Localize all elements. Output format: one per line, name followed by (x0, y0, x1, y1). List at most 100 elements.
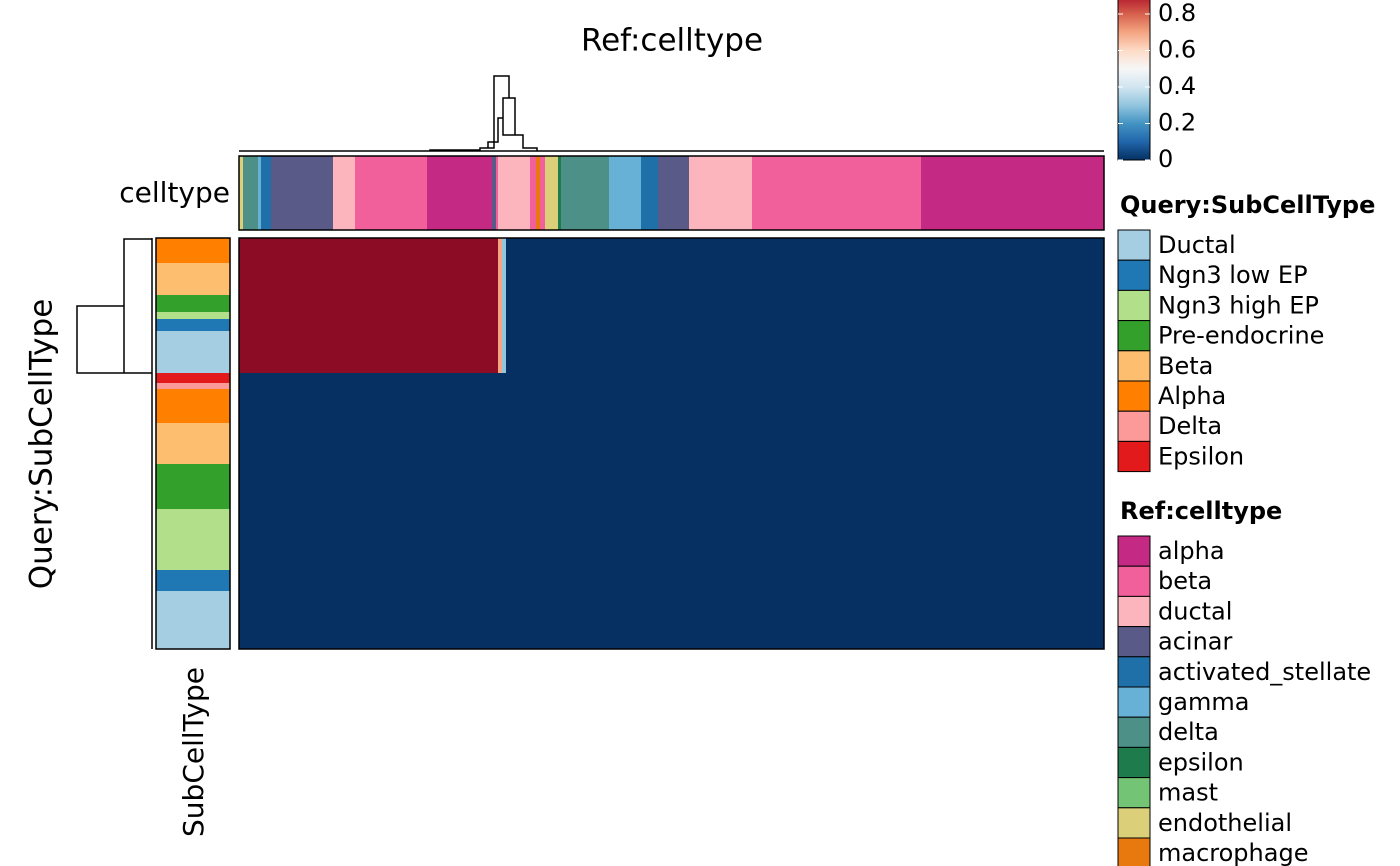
heatmap-cell (243, 312, 259, 320)
heatmap-cell (239, 263, 244, 296)
heatmap-cell (243, 389, 259, 424)
heatmap-cell (261, 263, 272, 296)
color-key-label: 0.2 (1158, 109, 1196, 137)
heatmap-cell (271, 509, 334, 571)
row-annotation-cell (156, 570, 230, 592)
heatmap-cell (658, 263, 690, 296)
row-annotation-cell (156, 319, 230, 332)
heatmap-cell (658, 295, 690, 313)
heatmap-cell (239, 238, 244, 264)
heatmap-cell (609, 263, 642, 296)
heatmap-cell (271, 389, 334, 424)
heatmap-cell (502, 591, 507, 650)
legend-label: Alpha (1158, 382, 1226, 410)
heatmap-cell (498, 331, 503, 374)
heatmap-cell (609, 373, 642, 384)
heatmap-cell (506, 373, 531, 384)
heatmap-cell (752, 331, 922, 374)
legend-swatch (1117, 380, 1151, 412)
heatmap-cell (506, 591, 531, 650)
heatmap-cell (545, 331, 559, 374)
heatmap-cell (561, 263, 610, 296)
heatmap-cell (921, 238, 1105, 264)
heatmap-cell (689, 591, 753, 650)
heatmap-cell (271, 319, 334, 332)
heatmap-cell (536, 389, 541, 424)
heatmap-cell (239, 423, 244, 465)
heatmap-cell (496, 389, 499, 424)
heatmap-cell (536, 331, 541, 374)
row-annotation-cell (156, 464, 230, 510)
heatmap-cell (271, 464, 334, 510)
column-annotation-cell (530, 156, 537, 230)
heatmap-cell (545, 423, 559, 465)
heatmap-cell (752, 238, 922, 264)
heatmap-cell (609, 423, 642, 465)
heatmap-cell (545, 509, 559, 571)
heatmap-cell (492, 570, 497, 592)
legend-swatch (1117, 595, 1151, 628)
heatmap-cell (333, 331, 356, 374)
legend-label: gamma (1158, 688, 1249, 716)
heatmap-cell (921, 373, 1105, 384)
heatmap-cell (558, 464, 562, 510)
column-annotation-cell (333, 156, 356, 230)
heatmap-cell (427, 295, 493, 313)
heatmap-cell (492, 389, 497, 424)
annotation-label: celltype (119, 176, 230, 209)
heatmap-cell (271, 238, 334, 264)
heatmap-cell (558, 373, 562, 384)
heatmap-cell (530, 423, 537, 465)
heatmap-cell (506, 570, 531, 592)
heatmap-cell (540, 464, 546, 510)
heatmap-cell (752, 423, 922, 465)
heatmap-cell (492, 263, 497, 296)
heatmap-cell (752, 263, 922, 296)
heatmap-cell (536, 509, 541, 571)
heatmap-cell (498, 319, 503, 332)
heatmap-cell (502, 383, 507, 390)
heatmap-cell (258, 331, 262, 374)
heatmap-cell (658, 383, 690, 390)
heatmap-cell (921, 319, 1105, 332)
heatmap-cell (271, 295, 334, 313)
legend-title: Ref:celltype (1120, 497, 1282, 525)
legend-label: Pre-endocrine (1158, 322, 1324, 350)
heatmap-cell (561, 238, 610, 264)
heatmap-cell (502, 312, 507, 320)
heatmap-cell (506, 389, 531, 424)
legend-label: ductal (1158, 597, 1232, 625)
heatmap-cell (752, 373, 922, 384)
row-annotation-cell (156, 423, 230, 465)
heatmap-cell (496, 591, 499, 650)
heatmap-cell (333, 383, 356, 390)
heatmap-cell (558, 295, 562, 313)
heatmap-cell (540, 295, 546, 313)
heatmap-cell (561, 464, 610, 510)
heatmap-cell (689, 464, 753, 510)
legend-swatch (1117, 746, 1151, 779)
column-annotation-cell (243, 156, 259, 230)
heatmap-cell (540, 238, 546, 264)
heatmap-cell (498, 591, 503, 650)
heatmap-cell (271, 312, 334, 320)
heatmap-cell (271, 570, 334, 592)
heatmap-cell (536, 312, 541, 320)
column-annotation-cell (271, 156, 334, 230)
heatmap-cell (492, 319, 497, 332)
heatmap-cell (540, 373, 546, 384)
heatmap-cell (752, 295, 922, 313)
heatmap-cell (561, 591, 610, 650)
heatmap-cell (355, 373, 428, 384)
heatmap-cell (658, 238, 690, 264)
heatmap-cell (545, 238, 559, 264)
column-annotation-cell (355, 156, 428, 230)
heatmap-cell (258, 319, 262, 332)
heatmap-cell (492, 509, 497, 571)
legend-label: Beta (1158, 352, 1213, 380)
column-annotation-cell (641, 156, 659, 230)
column-annotation-cell (752, 156, 922, 230)
heatmap-cell (536, 319, 541, 332)
column-annotation-cell (540, 156, 546, 230)
